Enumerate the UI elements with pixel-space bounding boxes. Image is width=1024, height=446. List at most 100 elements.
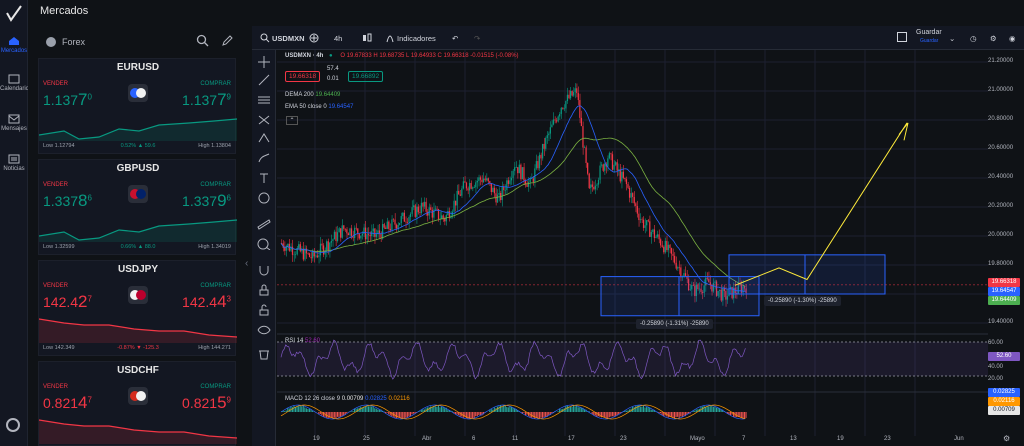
candle-body xyxy=(399,222,401,226)
candle-body xyxy=(433,209,435,218)
buy-label: COMPRAR xyxy=(200,81,231,87)
add-compare-icon[interactable] xyxy=(309,33,319,43)
candle-body xyxy=(397,225,399,229)
interval-button[interactable]: 4h xyxy=(334,34,343,43)
low-value: Low 1.12794 xyxy=(43,143,75,149)
candle-body xyxy=(304,248,306,260)
alert-icon[interactable]: ◷ xyxy=(970,34,977,43)
macd-histogram-bar xyxy=(454,412,457,414)
macd-histogram-bar xyxy=(431,406,433,412)
time-axis-label: Jun xyxy=(954,436,964,442)
candle-body xyxy=(409,213,412,217)
redo-icon[interactable]: ↷ xyxy=(474,34,481,43)
trash-icon[interactable] xyxy=(257,348,271,360)
macd-histogram-bar xyxy=(616,412,618,416)
trendline-icon[interactable] xyxy=(257,74,271,86)
candle-body xyxy=(655,236,657,238)
candle-body xyxy=(349,228,351,236)
rsi-legend: RSI 14 52.60 xyxy=(285,338,321,344)
text-icon[interactable] xyxy=(257,172,271,184)
sell-price-button[interactable]: 142.427 xyxy=(43,292,92,311)
price-chart[interactable] xyxy=(277,50,1024,446)
magnet-icon[interactable] xyxy=(257,264,271,276)
candles-icon[interactable] xyxy=(362,32,372,44)
candle-body xyxy=(638,213,640,221)
buy-price-button[interactable]: 142.443 xyxy=(182,292,231,311)
time-axis-label: 11 xyxy=(512,436,519,442)
sell-price-button[interactable]: 1.33786 xyxy=(43,191,92,210)
eye-icon[interactable] xyxy=(257,324,271,336)
candle-body xyxy=(701,291,704,293)
market-card-gbpusd[interactable]: GBPUSD VENDER COMPRAR 1.33786 1.33796 Lo… xyxy=(38,159,237,255)
candle-body xyxy=(644,225,646,228)
search-icon[interactable] xyxy=(196,34,209,47)
candle-body xyxy=(343,225,345,229)
nav-item-noticias[interactable]: Noticias xyxy=(0,154,28,172)
macd-histogram-bar xyxy=(374,408,376,412)
candle-body xyxy=(361,233,364,236)
lock-drawings-icon[interactable] xyxy=(257,284,271,296)
layout-icon[interactable] xyxy=(897,32,907,42)
candle-body xyxy=(468,182,471,191)
indicators-button[interactable]: Indicadores xyxy=(397,34,436,43)
market-card-eurusd[interactable]: EURUSD VENDER COMPRAR 1.13770 1.13779 Lo… xyxy=(38,58,237,154)
nav-item-mensajes[interactable]: Mensajes xyxy=(0,114,28,132)
save-button[interactable]: Guardar xyxy=(916,29,942,36)
buy-price-button[interactable]: 0.82159 xyxy=(182,393,231,412)
pattern-icon[interactable] xyxy=(257,114,271,126)
macd-histogram-bar xyxy=(526,412,528,415)
macd-histogram-bar xyxy=(341,412,343,417)
symbol-search[interactable]: USDMXN xyxy=(272,34,305,43)
buy-price-box[interactable]: 19.66892 xyxy=(348,71,384,82)
candle-body xyxy=(545,137,547,149)
fib-icon[interactable] xyxy=(257,94,271,106)
crosshair-icon[interactable] xyxy=(257,56,271,68)
candle-body xyxy=(691,285,693,290)
edit-icon[interactable] xyxy=(221,34,234,47)
camera-icon[interactable]: ◉ xyxy=(1009,34,1016,43)
macd-histogram-bar xyxy=(604,412,606,418)
candle-body xyxy=(667,244,670,251)
nav-item-mercados[interactable]: Mercados xyxy=(0,36,28,54)
macd-histogram-bar xyxy=(573,405,575,412)
market-card-usdjpy[interactable]: USDJPY VENDER COMPRAR 142.427 142.443 Lo… xyxy=(38,260,237,356)
sell-price-box[interactable]: 19.66318 xyxy=(285,71,321,82)
sell-price-button[interactable]: 0.82147 xyxy=(43,393,92,412)
theme-toggle-icon[interactable] xyxy=(6,418,20,432)
brush-icon[interactable] xyxy=(257,152,271,164)
candle-body xyxy=(327,241,329,251)
chevron-down-icon[interactable]: ⌄ xyxy=(949,34,956,43)
zoom-icon[interactable] xyxy=(257,238,271,250)
sell-price-button[interactable]: 1.13770 xyxy=(43,90,92,109)
macd-histogram-bar xyxy=(329,412,331,418)
candle-body xyxy=(543,143,545,149)
market-card-usdchf[interactable]: USDCHF VENDER COMPRAR 0.82147 0.82159 xyxy=(38,361,237,446)
axis-settings-icon[interactable]: ⚙ xyxy=(1003,434,1011,443)
macd-histogram-bar xyxy=(411,412,413,415)
macd-histogram-bar xyxy=(282,410,284,412)
candle-body xyxy=(498,192,500,195)
macd-histogram-bar xyxy=(628,409,631,412)
settings-icon[interactable]: ⚙ xyxy=(990,34,997,43)
collapse-panel-icon[interactable]: ‹ xyxy=(245,258,249,269)
projection-icon[interactable] xyxy=(257,132,271,144)
collapse-legend-icon[interactable]: ⌃ xyxy=(286,116,298,125)
candle-body xyxy=(355,227,357,229)
macd-histogram-bar xyxy=(395,412,398,418)
macd-histogram-bar xyxy=(302,405,304,412)
candle-body xyxy=(559,113,561,117)
lock-icon[interactable] xyxy=(257,304,271,316)
candle-body xyxy=(725,290,727,300)
candle-body xyxy=(621,171,623,182)
candle-body xyxy=(649,221,651,237)
emoji-icon[interactable] xyxy=(257,192,271,204)
buy-price-button[interactable]: 1.33796 xyxy=(182,191,231,210)
candle-body xyxy=(532,178,534,182)
undo-icon[interactable]: ↶ xyxy=(452,34,459,43)
search-icon[interactable] xyxy=(260,33,270,43)
macd-histogram-bar xyxy=(644,407,646,412)
candle-body xyxy=(618,169,620,171)
nav-item-calendario[interactable]: Calendario xyxy=(0,74,29,92)
buy-price-button[interactable]: 1.13779 xyxy=(182,90,231,109)
ruler-icon[interactable] xyxy=(257,218,271,230)
